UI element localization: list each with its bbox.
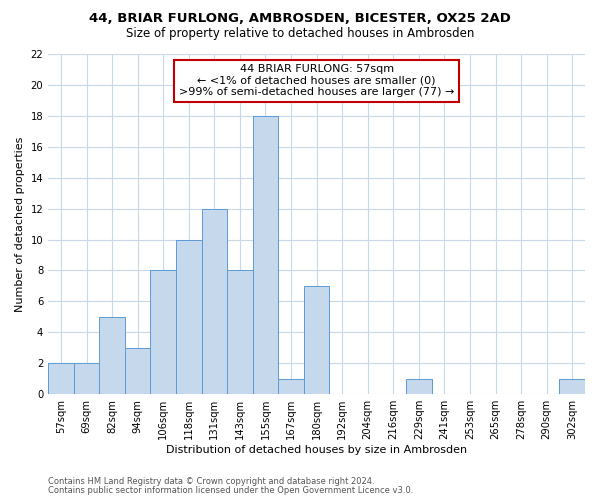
Bar — [48, 364, 74, 394]
Bar — [304, 286, 329, 394]
Text: Contains HM Land Registry data © Crown copyright and database right 2024.: Contains HM Land Registry data © Crown c… — [48, 477, 374, 486]
Text: Size of property relative to detached houses in Ambrosden: Size of property relative to detached ho… — [126, 28, 474, 40]
Y-axis label: Number of detached properties: Number of detached properties — [15, 136, 25, 312]
Text: 44, BRIAR FURLONG, AMBROSDEN, BICESTER, OX25 2AD: 44, BRIAR FURLONG, AMBROSDEN, BICESTER, … — [89, 12, 511, 26]
Bar — [253, 116, 278, 394]
Bar — [559, 378, 585, 394]
Text: Contains public sector information licensed under the Open Government Licence v3: Contains public sector information licen… — [48, 486, 413, 495]
Bar — [227, 270, 253, 394]
Bar — [406, 378, 431, 394]
Bar — [99, 317, 125, 394]
Bar — [74, 364, 99, 394]
Bar — [176, 240, 202, 394]
Bar — [125, 348, 151, 394]
X-axis label: Distribution of detached houses by size in Ambrosden: Distribution of detached houses by size … — [166, 445, 467, 455]
Bar — [202, 208, 227, 394]
Bar — [151, 270, 176, 394]
Bar — [278, 378, 304, 394]
Text: 44 BRIAR FURLONG: 57sqm
← <1% of detached houses are smaller (0)
>99% of semi-de: 44 BRIAR FURLONG: 57sqm ← <1% of detache… — [179, 64, 454, 98]
